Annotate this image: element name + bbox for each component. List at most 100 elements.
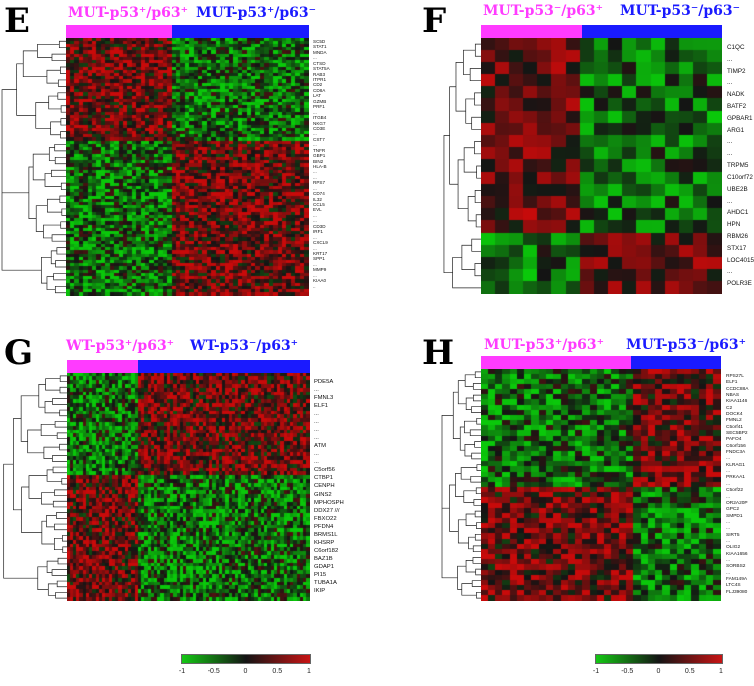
- gene-label: ...: [314, 387, 319, 394]
- gene-label: BIN2: [313, 158, 324, 164]
- gene-label: SEC5BP2: [726, 431, 748, 437]
- gene-label: ITPR1: [313, 77, 327, 83]
- gene-label: ...: [726, 494, 730, 500]
- gene-label: FBXO22: [314, 515, 337, 522]
- gene-label: LOC4015: [727, 256, 754, 264]
- group-bar-f-a: [481, 25, 582, 38]
- gene-label: CD74: [313, 191, 325, 197]
- gene-label: C6orf156: [726, 443, 746, 449]
- gene-label: ...: [726, 456, 730, 462]
- gene-label: ...: [313, 131, 317, 137]
- gene-label: C1QC: [727, 44, 745, 51]
- gene-label: IRF1: [313, 229, 323, 235]
- dendrogram-f: [443, 43, 481, 289]
- legend-tick-label: 1: [719, 668, 723, 675]
- gene-label: CD3E: [313, 125, 326, 131]
- gene-label: RAB3: [313, 71, 326, 77]
- group-label-e-b: MUT-p53⁺/p63⁻: [196, 5, 317, 21]
- gene-label: TUBA1A: [314, 579, 337, 586]
- panel-letter-e: E: [4, 1, 30, 41]
- gene-label: KIAA0: [313, 278, 327, 284]
- dendrogram-branches: [441, 371, 481, 599]
- dendrogram-branches: [443, 43, 481, 289]
- gene-label: ...: [313, 245, 317, 251]
- gene-label: ...: [313, 212, 317, 218]
- gene-label: HLA-B: [313, 164, 327, 169]
- legend-gradient-g: [181, 654, 311, 664]
- heatmap-f: [481, 38, 722, 294]
- gene-label: ...: [313, 169, 317, 175]
- gene-label: ATM: [314, 443, 326, 450]
- dendrogram-e: [1, 40, 66, 294]
- gene-label: RPS27L: [726, 374, 744, 379]
- gene-label: ...: [313, 218, 317, 224]
- gene-label: CD2: [313, 82, 323, 88]
- dendrogram-branches: [3, 375, 67, 599]
- gene-label: ...: [314, 419, 319, 426]
- gene-label: SMPD1: [726, 513, 743, 519]
- gene-label: ...: [727, 79, 733, 87]
- gene-label: CCDC88A: [726, 386, 749, 392]
- gene-label: ARG1: [727, 126, 745, 134]
- gene-label: ...: [727, 268, 733, 276]
- gene-label: RBM26: [727, 232, 748, 240]
- gene-label: DDX27 ///: [314, 507, 340, 514]
- group-label-g-b: WT-p53⁻/p63⁺: [190, 338, 299, 354]
- gene-label: C5orf22: [726, 488, 744, 494]
- gene-label: BAZ1B: [314, 555, 333, 562]
- gene-label: C5orf56: [314, 467, 335, 474]
- gene-label: ...: [313, 272, 317, 278]
- group-bar-f-b: [582, 25, 722, 38]
- gene-label: PI15: [314, 571, 327, 578]
- gene-label: CD8A: [313, 87, 326, 93]
- gene-label: ..: [313, 283, 316, 289]
- gene-label: ...: [726, 570, 730, 576]
- gene-label: STAT5A: [313, 66, 330, 72]
- gene-label: FMNL2: [726, 418, 742, 424]
- gene-label: IKIP: [314, 587, 326, 594]
- gene-label: ...: [726, 481, 730, 487]
- gene-label: STX17: [727, 244, 747, 252]
- gene-label: CCL5: [313, 202, 325, 208]
- gene-label: ...: [313, 174, 317, 180]
- group-bar-e-b: [172, 25, 309, 38]
- gene-label: MPHOSPH: [314, 499, 344, 506]
- gene-label: SPP1: [313, 256, 325, 262]
- gene-label: SC5D: [313, 39, 326, 44]
- gene-label: ...: [314, 411, 319, 418]
- gene-label: PAFO4: [726, 437, 742, 443]
- gene-label: NADK: [727, 91, 745, 99]
- gene-label: LTC4S: [726, 583, 741, 589]
- gene-label: BRMS1L: [314, 531, 338, 538]
- legend-tick-label: -0.5: [621, 668, 634, 675]
- gene-label: PDE5A: [314, 379, 334, 385]
- gene-label: KIAA1656: [726, 551, 748, 557]
- group-label-h-a: MUT-p53⁺/p63⁺: [484, 337, 605, 353]
- gene-label: ...: [726, 557, 730, 563]
- group-bar-g-b: [138, 360, 310, 373]
- group-label-f-a: MUT-p53⁻/p63⁺: [483, 3, 604, 19]
- gene-label: ITGB4: [313, 115, 327, 121]
- gene-label: MMP9: [313, 267, 327, 273]
- legend-tick-label: -1: [592, 668, 600, 675]
- gene-label: ...: [726, 519, 730, 525]
- gene-label: CXCL9: [313, 240, 328, 246]
- group-bar-h-b: [631, 356, 721, 369]
- gene-label: ...: [313, 261, 317, 267]
- gene-label: PRF1: [313, 104, 325, 110]
- gene-label: ELF1: [726, 380, 738, 386]
- legend-tick-label: 0.5: [684, 668, 695, 675]
- gene-label: ...: [314, 451, 319, 458]
- group-label-f-b: MUT-p53⁻/p63⁻: [620, 3, 741, 19]
- gene-label: NKG7: [313, 120, 326, 126]
- gene-label: EVL: [313, 207, 322, 213]
- gene-label: ...: [313, 185, 317, 191]
- gene-label: PRKAA1: [726, 475, 745, 481]
- gene-label: FNDC3A: [726, 450, 746, 456]
- gene-label: TIMP2: [727, 67, 746, 75]
- group-bar-g-a: [67, 360, 138, 373]
- gene-label: ...: [313, 234, 317, 240]
- gene-label: GPC2: [726, 507, 740, 513]
- gene-label: ...: [314, 459, 319, 466]
- gene-label: OLIG2: [726, 545, 741, 551]
